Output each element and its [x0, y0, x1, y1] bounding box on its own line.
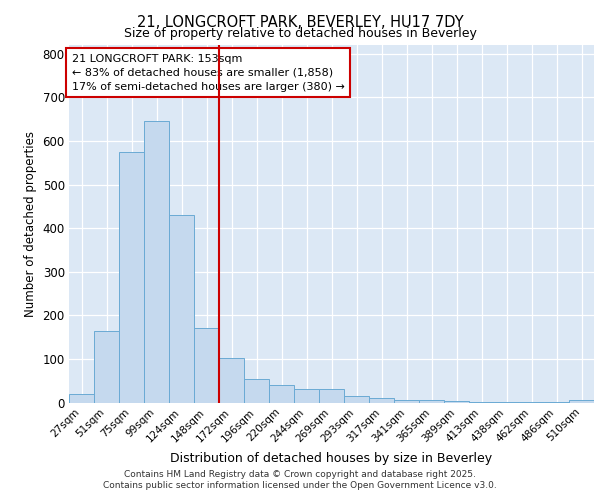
Text: Contains public sector information licensed under the Open Government Licence v3: Contains public sector information licen… [103, 481, 497, 490]
Bar [169, 215, 194, 402]
Bar [319, 390, 344, 402]
Bar [294, 390, 319, 402]
Text: 21, LONGCROFT PARK, BEVERLEY, HU17 7DY: 21, LONGCROFT PARK, BEVERLEY, HU17 7DY [137, 15, 463, 30]
Y-axis label: Number of detached properties: Number of detached properties [24, 130, 37, 317]
Text: Contains HM Land Registry data © Crown copyright and database right 2025.: Contains HM Land Registry data © Crown c… [124, 470, 476, 479]
Text: 21 LONGCROFT PARK: 153sqm
← 83% of detached houses are smaller (1,858)
17% of se: 21 LONGCROFT PARK: 153sqm ← 83% of detac… [71, 54, 344, 92]
Bar [144, 122, 169, 402]
Bar [444, 401, 469, 402]
Bar [344, 396, 369, 402]
Bar [394, 400, 419, 402]
Bar [194, 328, 219, 402]
Text: Size of property relative to detached houses in Beverley: Size of property relative to detached ho… [124, 28, 476, 40]
Bar [94, 330, 119, 402]
Bar [569, 400, 594, 402]
Bar [69, 394, 94, 402]
Bar [369, 398, 394, 402]
Bar [219, 358, 244, 403]
Bar [244, 378, 269, 402]
Bar [119, 152, 144, 403]
X-axis label: Distribution of detached houses by size in Beverley: Distribution of detached houses by size … [170, 452, 493, 465]
Bar [419, 400, 444, 402]
Bar [269, 385, 294, 402]
